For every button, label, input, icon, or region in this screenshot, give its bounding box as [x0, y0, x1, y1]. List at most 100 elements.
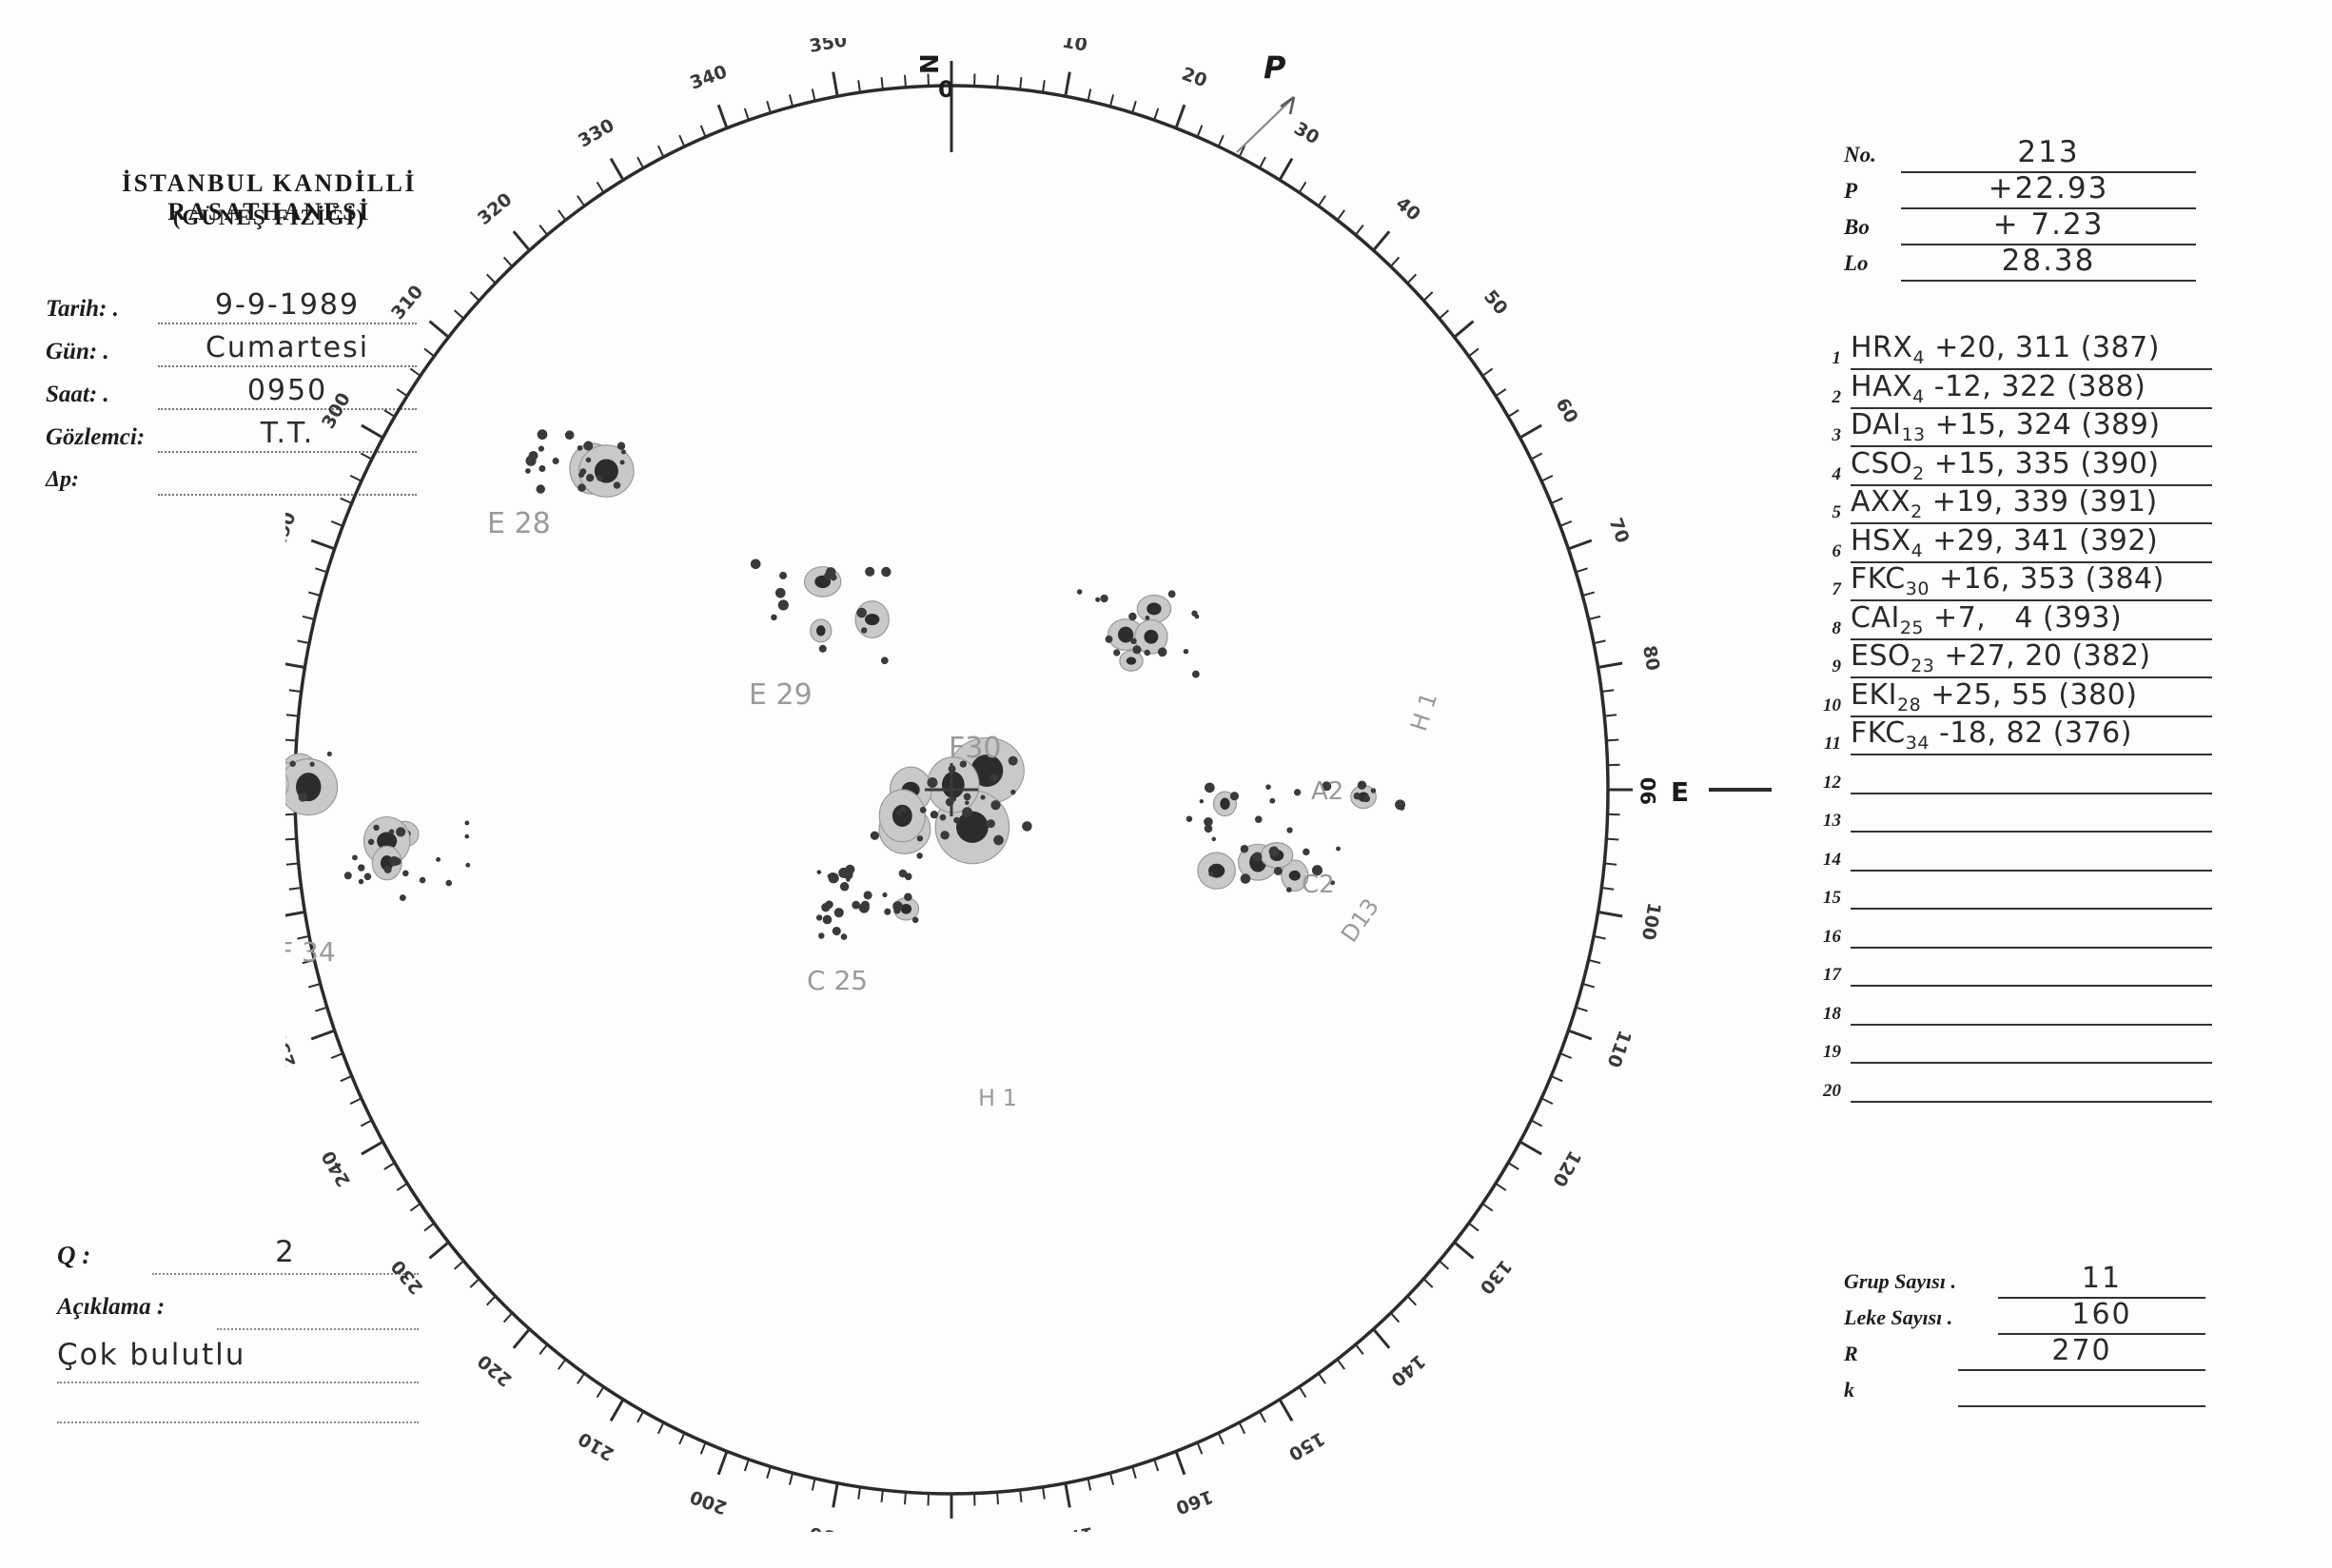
- group-row-rule: [1851, 1023, 2212, 1026]
- sunspot-pore: [1183, 648, 1189, 655]
- field-note2[interactable]: [57, 1395, 419, 1433]
- group-row[interactable]: 15: [1813, 874, 2212, 913]
- degree-tick-minor: [811, 88, 816, 102]
- spot-label-h1b: H 1: [978, 1085, 1017, 1111]
- degree-tick-major: [428, 1241, 450, 1260]
- field-q[interactable]: Q : 2: [57, 1235, 419, 1286]
- group-row[interactable]: 2 HAX4 -12, 322 (388): [1813, 370, 2212, 413]
- degree-tick-minor: [288, 887, 302, 891]
- degree-tick-major: [512, 1327, 531, 1349]
- department-subtitle: (GÜNEŞ FİZİĞİ): [172, 206, 366, 229]
- cardinal-east-degree: 90: [1637, 777, 1660, 805]
- param-b0[interactable]: Bo + 7.23: [1844, 207, 2196, 249]
- sunspot-pore: [445, 879, 453, 887]
- sunspot-pore: [1273, 867, 1283, 875]
- field-note-value: Çok bulutlu: [57, 1338, 246, 1372]
- field-gun[interactable]: Gün: . Cumartesi: [46, 331, 417, 376]
- group-row[interactable]: 3 DAI13 +15, 324 (389): [1813, 408, 2212, 451]
- total-spot-count[interactable]: Leke Sayısı . 160: [1844, 1298, 2205, 1338]
- sunspot-pore: [816, 870, 822, 874]
- degree-tick-minor: [678, 134, 686, 147]
- group-row[interactable]: 1 HRX4 +20, 311 (387): [1813, 331, 2212, 374]
- param-p[interactable]: P +22.93: [1844, 171, 2196, 213]
- sunspot-pore: [464, 820, 470, 826]
- group-row[interactable]: 12: [1813, 759, 2212, 798]
- sunspot-pore: [1336, 846, 1341, 852]
- group-row-rule: [1851, 1100, 2212, 1103]
- degree-tick-minor: [1468, 1222, 1480, 1232]
- total-group-count-value: 11: [2081, 1262, 2123, 1295]
- degree-tick-minor: [285, 738, 297, 742]
- group-row[interactable]: 19: [1813, 1029, 2212, 1068]
- total-k-factor[interactable]: k: [1844, 1374, 2205, 1410]
- degree-tick-minor: [1389, 256, 1401, 267]
- sunspot-pore: [893, 907, 901, 914]
- group-row-index: 15: [1823, 888, 1841, 908]
- group-row[interactable]: 10 EKI28 +25, 55 (380): [1813, 678, 2212, 721]
- group-row[interactable]: 11 FKC34 -18, 82 (376): [1813, 716, 2212, 759]
- sunspot-pore: [822, 914, 833, 925]
- group-row[interactable]: 7 FKC30 +16, 353 (384): [1813, 562, 2212, 605]
- degree-tick-major: [609, 157, 625, 181]
- field-delta-p[interactable]: Δp:: [46, 461, 417, 504]
- field-aciklama[interactable]: Açıklama :: [57, 1286, 419, 1338]
- group-spot-count: 4: [1912, 347, 1926, 368]
- field-gozlemci[interactable]: Gözlemci: T.T.: [46, 417, 417, 461]
- sunspot-pore: [1113, 649, 1121, 657]
- sunspot-pore: [536, 484, 545, 494]
- group-longitude: , 324: [1996, 408, 2072, 441]
- group-row-index: 19: [1823, 1042, 1841, 1062]
- degree-tick-minor: [396, 388, 408, 398]
- group-spot-count: 34: [1905, 733, 1930, 754]
- group-row[interactable]: 16: [1813, 913, 2212, 952]
- degree-tick-major: [716, 104, 729, 129]
- total-wolf-number-value: 270: [2051, 1334, 2112, 1367]
- group-row[interactable]: 5 AXX2 +19, 339 (391): [1813, 485, 2212, 528]
- group-row[interactable]: 9 ESO23 +27, 20 (382): [1813, 639, 2212, 682]
- group-row[interactable]: 14: [1813, 836, 2212, 875]
- field-gozlemci-label: Gözlemci:: [46, 424, 146, 450]
- total-wolf-number[interactable]: R 270: [1844, 1334, 2205, 1374]
- field-note[interactable]: Çok bulutlu: [57, 1338, 419, 1395]
- degree-tick-minor: [577, 1372, 586, 1384]
- group-latitude: +27: [1934, 639, 2007, 673]
- degree-tick-label: 40: [1392, 193, 1424, 225]
- degree-tick-minor: [811, 1478, 816, 1491]
- field-delta-p-rule: [158, 494, 417, 496]
- total-group-count[interactable]: Grup Sayısı . 11: [1844, 1262, 2205, 1302]
- group-row[interactable]: 4 CSO2 +15, 335 (390): [1813, 447, 2212, 490]
- group-class: DAI: [1851, 408, 1902, 441]
- cardinal-north-letter: N: [916, 53, 945, 74]
- group-row[interactable]: 13: [1813, 797, 2212, 836]
- totals-block: Grup Sayısı . 11 Leke Sayısı . 160 R 270…: [1844, 1262, 2205, 1410]
- sunspot-pore: [585, 474, 595, 482]
- degree-tick-minor: [297, 639, 310, 645]
- spot-label-e28: E 28: [487, 507, 551, 540]
- group-spot-count: 4: [1912, 385, 1925, 407]
- degree-tick-minor: [340, 497, 353, 504]
- group-row[interactable]: 8 CAI25 +7, 4 (393): [1813, 601, 2212, 644]
- group-row[interactable]: 18: [1813, 990, 2212, 1029]
- group-row-rule: [1851, 869, 2212, 872]
- param-l0[interactable]: Lo 28.38: [1844, 244, 2196, 285]
- degree-tick-minor: [1481, 367, 1494, 377]
- param-no[interactable]: No. 213: [1844, 135, 2196, 177]
- degree-tick-label: 210: [575, 1427, 617, 1464]
- sunspot-pore: [1208, 872, 1214, 877]
- degree-tick-minor: [453, 309, 464, 320]
- field-tarih[interactable]: Tarih: . 9-9-1989: [46, 288, 417, 333]
- sunspot-group-labels: E 28 E 29 F30 C 25 F 34 A2 C2 H 1 H 1 D13: [285, 507, 1442, 1111]
- sunspot-pore: [1254, 815, 1263, 824]
- sunspot-pore: [1204, 816, 1213, 827]
- group-row-text: FKC34 -18, 82 (376): [1851, 716, 2212, 754]
- degree-tick-minor: [880, 1489, 884, 1503]
- group-row[interactable]: 20: [1813, 1068, 2212, 1107]
- degree-tick-minor: [1131, 100, 1137, 113]
- group-row[interactable]: 17: [1813, 951, 2212, 990]
- field-saat[interactable]: Saat: . 0950: [46, 374, 417, 419]
- sunspot-pore: [1330, 880, 1336, 886]
- group-latitude: +7: [1924, 600, 1977, 635]
- param-b0-label: Bo: [1844, 215, 1870, 239]
- degree-tick-marks: [285, 61, 1633, 1519]
- group-row[interactable]: 6 HSX4 +29, 341 (392): [1813, 524, 2212, 567]
